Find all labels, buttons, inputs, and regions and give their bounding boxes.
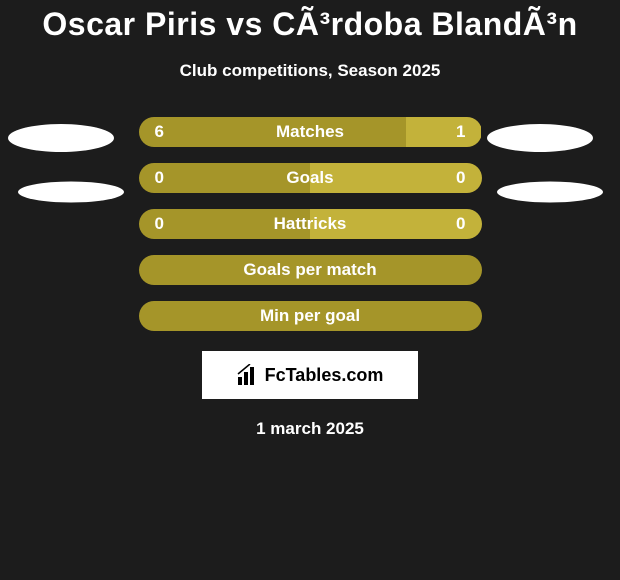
bar-left-segment [139, 163, 311, 193]
stat-row: Hattricks00 [0, 201, 620, 247]
bar-left-segment [139, 209, 311, 239]
stat-bar: Matches61 [139, 117, 482, 147]
decorative-ellipse [497, 182, 603, 203]
decorative-ellipse [8, 124, 114, 152]
bar-left-segment [139, 301, 482, 331]
decorative-ellipse [487, 124, 593, 152]
bar-right-segment [406, 117, 481, 147]
footer-date: 1 march 2025 [0, 419, 620, 439]
bar-left-segment [139, 117, 407, 147]
logo-text: FcTables.com [265, 365, 384, 386]
stat-row: Goals per match [0, 247, 620, 293]
stat-bar: Goals00 [139, 163, 482, 193]
logo-box: FcTables.com [202, 351, 418, 399]
bar-right-segment [310, 209, 482, 239]
logo-bars-icon [237, 364, 259, 386]
stat-bar: Min per goal [139, 301, 482, 331]
stat-bar: Hattricks00 [139, 209, 482, 239]
subtitle: Club competitions, Season 2025 [0, 61, 620, 81]
page-title: Oscar Piris vs CÃ³rdoba BlandÃ³n [0, 6, 620, 43]
comparison-infographic: Oscar Piris vs CÃ³rdoba BlandÃ³n Club co… [0, 0, 620, 439]
bar-right-segment [310, 163, 482, 193]
bar-left-segment [139, 255, 482, 285]
stat-row: Min per goal [0, 293, 620, 339]
logo: FcTables.com [237, 364, 384, 386]
stat-bar: Goals per match [139, 255, 482, 285]
decorative-ellipse [18, 182, 124, 203]
